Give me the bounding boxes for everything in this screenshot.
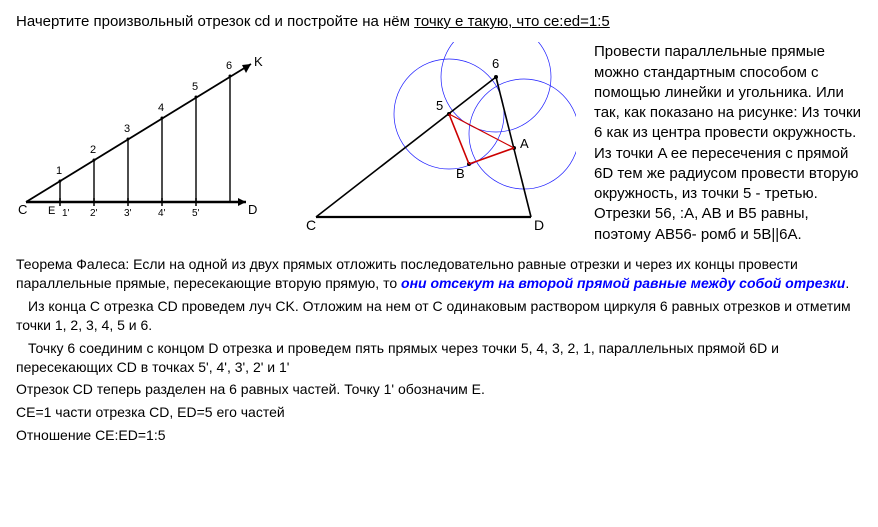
fig1-label-4: 4 <box>158 102 164 114</box>
para-5: Отношение CE:ED=1:5 <box>16 426 862 445</box>
figure-2: C D 6 5 A B <box>296 42 576 247</box>
fig1-label-4p: 4' <box>158 208 166 219</box>
theorem-suffix: . <box>845 275 849 291</box>
fig1-label-5: 5 <box>192 81 198 93</box>
fig1-label-3p: 3' <box>124 208 132 219</box>
para-4: CE=1 части отрезка CD, ED=5 его частей <box>16 403 862 422</box>
title-underlined: точку e такую, что ce:ed=1:5 <box>414 13 610 30</box>
fig1-label-d: D <box>248 202 257 217</box>
fig1-label-2: 2 <box>90 144 96 156</box>
para-1: Из конца C отрезка CD проведем луч CK. О… <box>16 297 862 335</box>
side-explanation: Провести параллельные прямые можно станд… <box>594 42 862 245</box>
figure-row: 1 2 3 4 5 6 C D K <box>16 42 862 247</box>
fig1-label-3: 3 <box>124 123 130 135</box>
fig2-label-a: A <box>520 136 529 151</box>
fig1-label-2p: 2' <box>90 208 98 219</box>
fig2-label-d: D <box>534 217 544 233</box>
theorem: Теорема Фалеса: Если на одной из двух пр… <box>16 255 862 293</box>
para-2: Точку 6 соединим с концом D отрезка и пр… <box>16 339 862 377</box>
fig2-label-c: C <box>306 217 316 233</box>
fig1-label-1: 1 <box>56 165 62 177</box>
fig1-label-k: K <box>254 54 263 69</box>
theorem-highlight: они отсекут на второй прямой равные межд… <box>401 275 845 291</box>
fig2-label-5: 5 <box>436 98 443 113</box>
fig2-label-6: 6 <box>492 56 499 71</box>
title-prefix: Начертите произвольный отрезок cd и пост… <box>16 13 414 30</box>
fig2-label-b: B <box>456 166 465 181</box>
fig1-label-5p: 5' <box>192 208 200 219</box>
problem-title: Начертите произвольный отрезок cd и пост… <box>16 12 862 32</box>
body-text: Теорема Фалеса: Если на одной из двух пр… <box>16 255 862 445</box>
para-3: Отрезок CD теперь разделен на 6 равных ч… <box>16 380 862 399</box>
fig1-label-e: E <box>48 205 55 217</box>
fig1-label-c: C <box>18 202 27 217</box>
fig1-label-6: 6 <box>226 60 232 72</box>
fig1-label-1p: 1' <box>62 208 70 219</box>
figure-1: 1 2 3 4 5 6 C D K <box>16 42 276 237</box>
